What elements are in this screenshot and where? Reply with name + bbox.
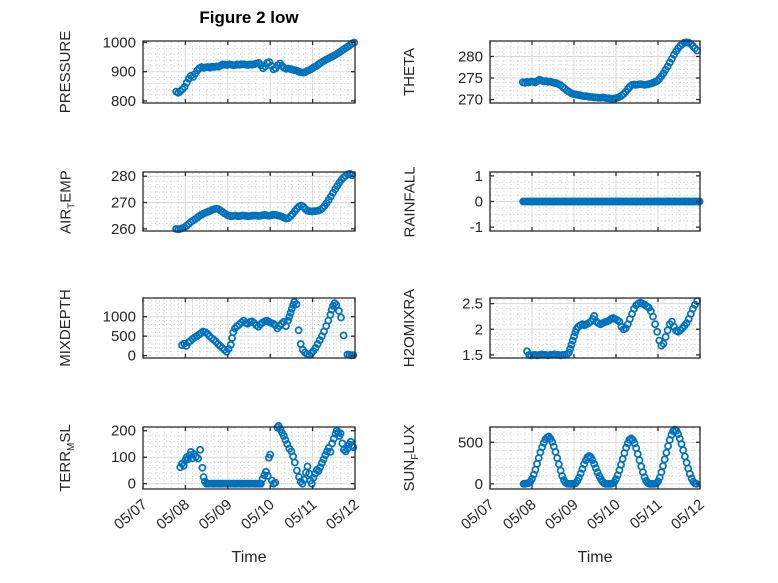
- axes-frame: [142, 297, 356, 359]
- x-tick-label: 05/10: [238, 496, 278, 533]
- ylabel-terr-m-sl: TERRMSL: [57, 424, 77, 492]
- subplot-sun-f-lux: 0 500 05/07 05/08 05/09 05/10 05/11 05/12: [458, 425, 708, 533]
- y-tick-label: 0: [128, 348, 136, 365]
- x-tick-label: 05/09: [196, 496, 236, 533]
- y-tick-label: 280: [111, 168, 136, 185]
- ylabel-theta: THETA: [401, 47, 418, 97]
- subplot-h2omixra: 1.5 2 2.5: [462, 296, 702, 364]
- axes-frame: [142, 426, 356, 490]
- y-tick-label: 900: [111, 64, 136, 81]
- y-tick-label: 1.5: [462, 347, 483, 364]
- y-tick-label: 500: [111, 328, 136, 345]
- y-tick-label: 200: [111, 423, 136, 440]
- y-tick-label: 800: [111, 93, 136, 110]
- y-tick-label: 2.5: [462, 296, 483, 313]
- data-points: [176, 421, 358, 488]
- subplot-rainfall: -1 0 1: [470, 168, 704, 236]
- ylabel-mixdepth: MIXDEPTH: [57, 289, 74, 367]
- y-tick-label: 0: [128, 476, 136, 493]
- axes-frame: [489, 297, 701, 359]
- x-tick-label: 05/10: [584, 496, 624, 533]
- y-tick-label: -1: [470, 219, 483, 236]
- major-grid: [144, 173, 354, 230]
- y-tick-label: 280: [458, 49, 483, 66]
- x-tick-label: 05/08: [153, 496, 193, 533]
- subplot-pressure: 800 900 1000: [103, 34, 359, 110]
- y-tick-label: 1000: [103, 34, 136, 51]
- subplot-air-temp: 260 270 280: [111, 168, 356, 238]
- ylabel-pressure: PRESSURE: [57, 30, 74, 114]
- y-tick-label: 500: [458, 434, 483, 451]
- axes-frame: [142, 40, 356, 104]
- subplot-theta: 270 275 280: [458, 38, 702, 109]
- data-points: [172, 38, 359, 97]
- y-tick-label: 1: [475, 168, 483, 185]
- x-tick-label: 05/12: [323, 496, 363, 533]
- y-tick-label: 0: [475, 194, 483, 211]
- minor-grid: [144, 428, 354, 488]
- y-tick-label: 270: [458, 92, 483, 109]
- subplot-mixdepth: 0 500 1000: [103, 297, 358, 365]
- figure-title: Figure 2 low: [199, 8, 299, 27]
- subplot-terr-m-sl: 0 100 200 05/07 05/08 05/09 05/10 05/11 05/12: [111, 421, 363, 533]
- ylabel-sun-f-lux: SUNFLUX: [401, 424, 421, 492]
- minor-grid: [144, 173, 354, 230]
- x-tick-label: 05/11: [281, 496, 320, 532]
- y-tick-label: 260: [111, 221, 136, 238]
- x-tick-label: 05/12: [668, 496, 708, 533]
- axes-frame: [142, 171, 356, 232]
- ylabel-air-temp: AIRTEMP: [57, 169, 77, 234]
- x-tick-label: 05/09: [542, 496, 582, 533]
- y-tick-label: 270: [111, 195, 136, 212]
- x-axis-label-left: Time: [231, 549, 267, 566]
- ylabel-h2omixra: H2OMIXRA: [401, 288, 418, 368]
- data-points: [519, 197, 704, 206]
- x-tick-label: 05/08: [500, 496, 540, 533]
- axes-frame: [489, 171, 701, 232]
- data-points: [519, 425, 701, 488]
- y-tick-label: 100: [111, 449, 136, 466]
- data-points: [172, 169, 356, 234]
- y-tick-label: 275: [458, 70, 483, 87]
- axes-frame: [489, 40, 701, 104]
- y-tick-label: 0: [475, 476, 483, 493]
- x-tick-label: 05/07: [458, 496, 498, 533]
- x-tick-label: 05/11: [627, 496, 666, 532]
- minor-grid: [491, 42, 699, 102]
- y-tick-label: 1000: [103, 309, 136, 326]
- ylabel-rainfall: RAINFALL: [401, 166, 418, 237]
- x-tick-label: 05/07: [111, 496, 151, 533]
- x-axis-label-right: Time: [577, 549, 613, 566]
- axes-frame: [489, 426, 701, 490]
- data-points: [178, 297, 358, 360]
- data-points: [518, 38, 702, 103]
- minor-grid: [491, 173, 699, 230]
- y-tick-label: 2: [475, 321, 483, 338]
